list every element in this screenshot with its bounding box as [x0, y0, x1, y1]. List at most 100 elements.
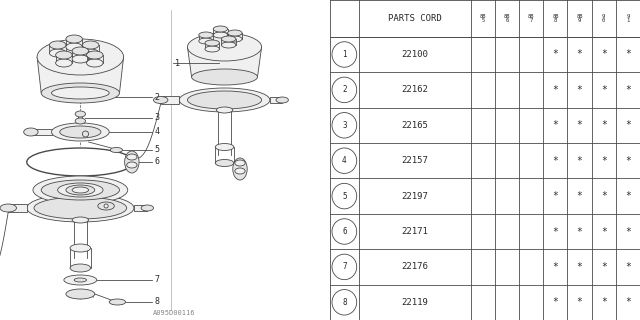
- Ellipse shape: [34, 197, 127, 219]
- Text: 3: 3: [342, 121, 347, 130]
- Text: *: *: [601, 50, 607, 60]
- Text: *: *: [601, 227, 607, 236]
- Ellipse shape: [75, 118, 86, 124]
- Text: *: *: [552, 297, 558, 307]
- Ellipse shape: [86, 51, 103, 59]
- Ellipse shape: [127, 162, 137, 168]
- Ellipse shape: [213, 32, 228, 38]
- Ellipse shape: [72, 217, 88, 223]
- Text: 4: 4: [154, 127, 159, 137]
- Text: 8: 8: [342, 298, 347, 307]
- Ellipse shape: [228, 30, 242, 36]
- Ellipse shape: [75, 111, 86, 117]
- Ellipse shape: [66, 185, 95, 195]
- Text: *: *: [625, 262, 631, 272]
- Ellipse shape: [199, 38, 213, 44]
- Text: 22165: 22165: [401, 121, 428, 130]
- Text: *: *: [625, 227, 631, 236]
- Ellipse shape: [72, 55, 88, 63]
- Ellipse shape: [228, 36, 242, 42]
- Text: *: *: [552, 120, 558, 130]
- Ellipse shape: [199, 32, 213, 38]
- Ellipse shape: [49, 49, 66, 57]
- Circle shape: [83, 131, 88, 137]
- Ellipse shape: [205, 46, 220, 52]
- Ellipse shape: [235, 160, 245, 166]
- Text: 1: 1: [175, 59, 180, 68]
- Text: 9
1: 9 1: [627, 14, 630, 23]
- Ellipse shape: [86, 59, 103, 67]
- Text: 22119: 22119: [401, 298, 428, 307]
- Ellipse shape: [179, 88, 270, 112]
- Ellipse shape: [235, 168, 245, 174]
- Ellipse shape: [154, 97, 168, 103]
- Ellipse shape: [125, 151, 139, 173]
- Ellipse shape: [33, 176, 128, 204]
- Ellipse shape: [24, 128, 38, 136]
- Polygon shape: [161, 96, 179, 104]
- Polygon shape: [270, 97, 282, 103]
- Text: *: *: [577, 262, 582, 272]
- Ellipse shape: [221, 36, 236, 42]
- Ellipse shape: [191, 69, 257, 85]
- Text: *: *: [601, 262, 607, 272]
- Ellipse shape: [141, 205, 154, 211]
- Text: *: *: [577, 156, 582, 166]
- Text: 22176: 22176: [401, 262, 428, 271]
- Text: 2: 2: [342, 85, 347, 94]
- Ellipse shape: [83, 41, 99, 49]
- Ellipse shape: [72, 187, 88, 193]
- Text: 7: 7: [342, 262, 347, 271]
- Text: 22100: 22100: [401, 50, 428, 59]
- Ellipse shape: [109, 299, 125, 305]
- Text: 88
7: 88 7: [528, 14, 534, 23]
- Text: *: *: [552, 50, 558, 60]
- Text: *: *: [601, 191, 607, 201]
- Ellipse shape: [56, 59, 72, 67]
- Text: *: *: [577, 297, 582, 307]
- Text: *: *: [577, 191, 582, 201]
- Text: *: *: [552, 85, 558, 95]
- Ellipse shape: [66, 289, 95, 299]
- Text: *: *: [625, 85, 631, 95]
- Text: 5: 5: [342, 192, 347, 201]
- Ellipse shape: [70, 264, 91, 272]
- Ellipse shape: [70, 244, 91, 252]
- Text: 22162: 22162: [401, 85, 428, 94]
- Text: *: *: [552, 191, 558, 201]
- Ellipse shape: [188, 33, 262, 61]
- Text: A095D00116: A095D00116: [152, 310, 195, 316]
- Text: 88
5: 88 5: [479, 14, 486, 23]
- Ellipse shape: [0, 204, 17, 212]
- Text: 6: 6: [342, 227, 347, 236]
- Ellipse shape: [221, 42, 236, 48]
- Circle shape: [104, 204, 108, 208]
- Text: 22197: 22197: [401, 192, 428, 201]
- Text: *: *: [625, 156, 631, 166]
- Text: *: *: [625, 297, 631, 307]
- Text: *: *: [552, 156, 558, 166]
- Polygon shape: [134, 205, 147, 211]
- Ellipse shape: [74, 278, 86, 282]
- Text: 88
8: 88 8: [552, 14, 559, 23]
- Text: *: *: [601, 85, 607, 95]
- Polygon shape: [37, 57, 124, 93]
- Ellipse shape: [41, 83, 120, 103]
- Ellipse shape: [110, 148, 123, 153]
- Ellipse shape: [213, 26, 228, 32]
- Text: *: *: [625, 120, 631, 130]
- Text: 22171: 22171: [401, 227, 428, 236]
- Text: *: *: [577, 50, 582, 60]
- Text: *: *: [577, 227, 582, 236]
- Text: PARTS CORD: PARTS CORD: [388, 14, 442, 23]
- Ellipse shape: [98, 202, 115, 210]
- Polygon shape: [31, 129, 51, 135]
- Ellipse shape: [58, 183, 103, 197]
- Ellipse shape: [51, 123, 109, 141]
- Text: 6: 6: [154, 157, 159, 166]
- Polygon shape: [8, 204, 27, 212]
- Ellipse shape: [205, 40, 220, 46]
- Text: 2: 2: [154, 92, 159, 101]
- Ellipse shape: [37, 39, 124, 75]
- Ellipse shape: [60, 126, 101, 138]
